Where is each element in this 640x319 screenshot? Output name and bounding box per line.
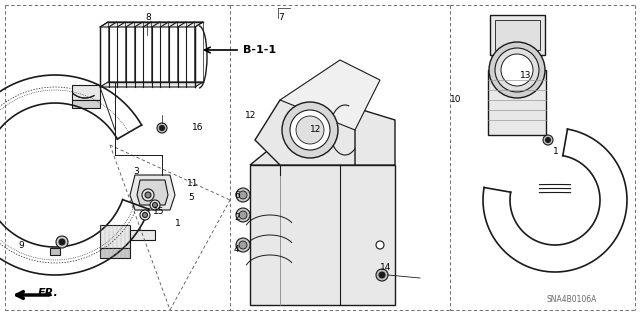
Circle shape [282,102,338,158]
Text: 9: 9 [18,241,24,249]
Polygon shape [255,100,355,165]
Circle shape [239,241,247,249]
Circle shape [152,203,157,207]
Text: B-1-1: B-1-1 [243,45,276,55]
Circle shape [489,42,545,98]
Text: 4: 4 [234,246,239,255]
Polygon shape [130,230,155,240]
Text: SNA4B0106A: SNA4B0106A [547,295,597,305]
Circle shape [543,135,553,145]
Text: 12: 12 [245,110,257,120]
Circle shape [142,189,154,201]
Circle shape [59,239,65,245]
Circle shape [157,123,167,133]
Circle shape [56,236,68,248]
Circle shape [236,208,250,222]
Polygon shape [72,85,100,100]
Circle shape [296,116,324,144]
Polygon shape [280,60,380,130]
Circle shape [376,241,384,249]
Text: 1: 1 [175,219,180,228]
Text: 2: 2 [234,213,239,222]
Circle shape [236,188,250,202]
Text: 6: 6 [234,191,240,201]
Text: 10: 10 [450,95,461,105]
Polygon shape [250,100,395,165]
Polygon shape [72,100,100,108]
Text: 8: 8 [145,13,151,23]
Polygon shape [130,175,175,210]
Circle shape [379,272,385,278]
Circle shape [501,54,533,86]
Circle shape [495,48,539,92]
Circle shape [159,125,164,130]
Polygon shape [100,225,130,248]
Text: 7: 7 [278,13,284,23]
Text: 14: 14 [380,263,392,272]
Circle shape [150,200,160,210]
Text: 16: 16 [192,123,204,132]
Polygon shape [490,15,545,55]
Text: 1: 1 [553,147,559,157]
Text: 12: 12 [310,125,321,135]
Polygon shape [50,248,60,255]
Text: 13: 13 [520,70,531,79]
Polygon shape [495,20,540,50]
Circle shape [236,238,250,252]
Polygon shape [100,22,203,27]
Polygon shape [137,180,168,205]
Circle shape [239,191,247,199]
Circle shape [140,210,150,220]
Circle shape [145,192,151,198]
Text: 11: 11 [187,179,198,188]
Polygon shape [100,82,203,87]
Text: 3: 3 [133,167,139,176]
Polygon shape [488,70,546,135]
Text: 5: 5 [188,194,194,203]
Polygon shape [250,165,395,305]
Text: 15: 15 [153,207,164,217]
Circle shape [545,137,550,143]
Circle shape [290,110,330,150]
Text: FR.: FR. [38,288,59,298]
Circle shape [239,211,247,219]
Circle shape [143,212,147,218]
Circle shape [376,269,388,281]
Polygon shape [100,248,130,258]
